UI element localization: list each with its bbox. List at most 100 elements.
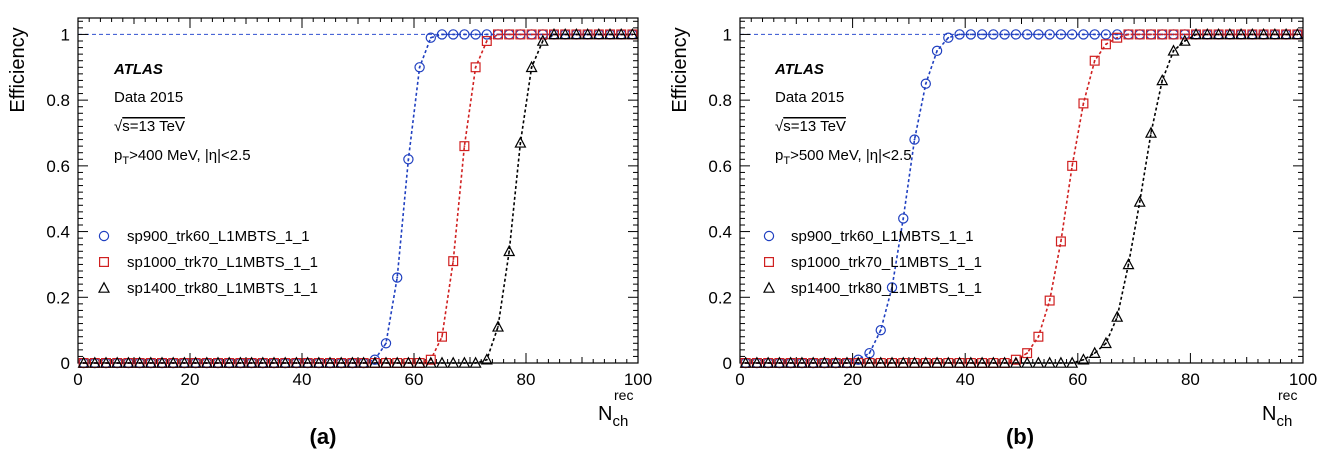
- data-point-dot: [936, 49, 938, 52]
- data-point-marker: [1010, 29, 1022, 40]
- data-point-dot: [452, 33, 455, 36]
- data-point: [537, 29, 548, 40]
- legend-marker-shape: [763, 281, 775, 293]
- data-point-dot: [373, 362, 376, 364]
- y-tick-label: 0: [61, 354, 70, 373]
- data-point: [200, 356, 213, 368]
- data-point-dot: [1060, 362, 1062, 364]
- y-tick-label: 0.8: [708, 91, 732, 110]
- data-point: [156, 356, 168, 368]
- data-point-dot: [228, 362, 231, 364]
- data-point-marker: [469, 356, 482, 368]
- data-point-marker: [503, 244, 516, 257]
- data-point-marker: [403, 154, 414, 165]
- data-point-dot: [1026, 362, 1029, 364]
- data-point-dot: [385, 342, 387, 345]
- data-point: [481, 29, 492, 40]
- legend-marker-shape: [763, 230, 775, 242]
- dataset-label: Data 2015: [114, 89, 183, 106]
- data-point: [1111, 310, 1124, 322]
- data-point: [1123, 29, 1134, 40]
- data-point-marker: [493, 29, 504, 40]
- x-tick-label: 100: [1289, 370, 1317, 389]
- data-point-dot: [812, 362, 815, 364]
- data-point: [1054, 356, 1067, 368]
- data-point-dot: [564, 33, 567, 36]
- x-tick-label: 100: [624, 370, 652, 389]
- atlas-label: ATLAS: [113, 61, 163, 78]
- data-point-dot: [823, 362, 826, 364]
- data-point-dot: [1048, 299, 1051, 302]
- data-point: [570, 27, 583, 40]
- x-tick-label: 20: [181, 370, 200, 389]
- data-point-dot: [868, 362, 871, 364]
- data-point-dot: [317, 362, 320, 364]
- data-point: [559, 27, 572, 40]
- data-point: [1055, 236, 1066, 247]
- data-point: [773, 356, 786, 368]
- series-curve: [83, 33, 633, 364]
- data-point-dot: [958, 362, 961, 364]
- data-point-marker: [626, 27, 639, 40]
- data-point-marker: [402, 356, 415, 368]
- data-point-marker: [1044, 29, 1055, 40]
- data-point-marker: [167, 356, 180, 368]
- data-point-dot: [194, 362, 197, 364]
- data-point-marker: [1021, 29, 1033, 40]
- data-point: [581, 27, 594, 40]
- x-tick-label: 80: [1181, 370, 1200, 389]
- data-point: [436, 356, 448, 368]
- data-point: [1044, 29, 1055, 40]
- data-point: [739, 356, 752, 368]
- data-point-marker: [1078, 98, 1089, 109]
- data-point: [447, 356, 460, 368]
- data-point: [470, 62, 481, 73]
- data-point-dot: [1183, 40, 1186, 42]
- data-point: [953, 356, 966, 368]
- data-point: [784, 356, 797, 368]
- data-point-marker: [1257, 27, 1270, 40]
- data-point-marker: [436, 356, 448, 368]
- data-point-dot: [530, 33, 533, 36]
- data-point-dot: [250, 362, 253, 364]
- data-point-dot: [846, 362, 848, 364]
- data-point-dot: [93, 362, 96, 364]
- axis-ticks: 0 20 40 60 80 100 0 0.2 0.4 0.6 0.8 1: [708, 18, 1317, 389]
- legend-marker-square: [763, 256, 775, 268]
- data-point: [1145, 29, 1156, 40]
- data-point-marker: [537, 29, 548, 40]
- data-point-dot: [138, 362, 141, 364]
- data-point: [1078, 29, 1089, 40]
- data-point-dot: [1060, 240, 1062, 243]
- data-point-dot: [1116, 33, 1119, 36]
- data-point: [504, 29, 515, 40]
- data-point: [515, 29, 526, 40]
- data-point-dot: [1116, 36, 1119, 39]
- dataset-label: Data 2015: [775, 89, 844, 106]
- data-point: [357, 356, 370, 368]
- data-point: [829, 356, 842, 368]
- data-point-dot: [620, 33, 623, 36]
- data-point-marker: [346, 356, 359, 368]
- data-point: [954, 29, 965, 40]
- data-point-marker: [1033, 331, 1044, 342]
- y-axis-title: Efficiency: [7, 27, 29, 112]
- energy-label: √s=13 TeV: [775, 118, 846, 135]
- data-point: [414, 62, 425, 73]
- data-point-dot: [429, 36, 432, 39]
- data-point-dot: [1105, 33, 1107, 36]
- data-point-dot: [1093, 59, 1096, 62]
- data-point-dot: [474, 362, 477, 364]
- data-point-marker: [739, 356, 752, 368]
- data-point-dot: [485, 358, 488, 361]
- data-point-dot: [778, 362, 781, 364]
- data-point-marker: [976, 356, 989, 368]
- data-point-marker: [1122, 257, 1135, 270]
- data-point-marker: [604, 27, 616, 40]
- series-markers: [739, 27, 1304, 369]
- data-point-marker: [436, 29, 448, 40]
- data-point-marker: [1246, 27, 1259, 40]
- data-point-marker: [212, 356, 224, 368]
- data-point-marker: [515, 29, 526, 40]
